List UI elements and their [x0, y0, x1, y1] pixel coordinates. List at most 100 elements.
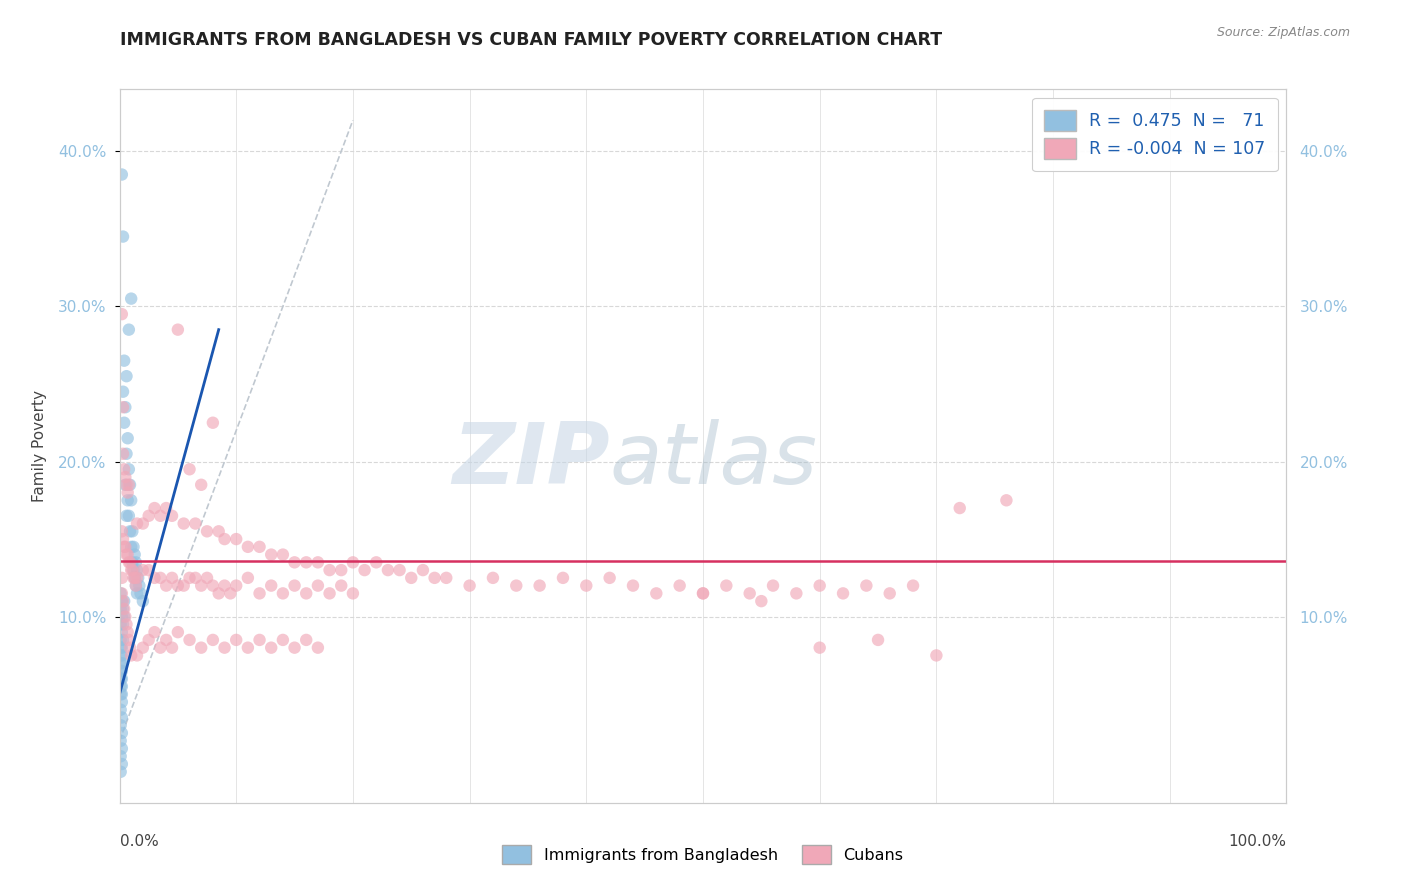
Point: [111, 640, 134, 655]
Point: [832, 586, 855, 600]
Point: [122, 563, 145, 577]
Point: [112, 462, 135, 476]
Point: [111, 229, 134, 244]
Point: [111, 757, 134, 772]
Point: [117, 485, 139, 500]
Point: [117, 625, 139, 640]
Point: [692, 586, 714, 600]
Point: [949, 501, 972, 516]
Point: [307, 579, 329, 593]
Point: [125, 579, 148, 593]
Point: [111, 648, 134, 663]
Point: [138, 508, 160, 523]
Point: [160, 508, 183, 523]
Point: [127, 571, 149, 585]
Point: [125, 555, 148, 569]
Point: [111, 710, 134, 724]
Point: [110, 764, 132, 779]
Point: [111, 656, 134, 670]
Point: [117, 548, 139, 562]
Text: Source: ZipAtlas.com: Source: ZipAtlas.com: [1216, 26, 1350, 38]
Point: [110, 617, 132, 632]
Point: [184, 516, 207, 531]
Legend: Immigrants from Bangladesh, Cubans: Immigrants from Bangladesh, Cubans: [496, 838, 910, 871]
Point: [412, 563, 434, 577]
Point: [111, 168, 134, 182]
Point: [111, 664, 134, 678]
Text: ZIP: ZIP: [451, 418, 610, 502]
Point: [173, 516, 195, 531]
Point: [110, 664, 132, 678]
Point: [114, 401, 136, 415]
Point: [120, 493, 142, 508]
Point: [110, 687, 132, 701]
Point: [482, 571, 505, 585]
Point: [179, 632, 201, 647]
Point: [111, 602, 134, 616]
Point: [111, 741, 134, 756]
Text: 100.0%: 100.0%: [1229, 834, 1286, 848]
Point: [271, 586, 294, 600]
Point: [128, 579, 150, 593]
Point: [901, 579, 924, 593]
Point: [166, 323, 188, 337]
Point: [111, 401, 134, 415]
Point: [160, 571, 183, 585]
Text: 0.0%: 0.0%: [120, 834, 159, 848]
Point: [111, 632, 134, 647]
Legend: R =  0.475  N =   71, R = -0.004  N = 107: R = 0.475 N = 71, R = -0.004 N = 107: [1032, 98, 1278, 171]
Y-axis label: Family Poverty: Family Poverty: [32, 390, 46, 502]
Point: [111, 609, 134, 624]
Point: [125, 648, 148, 663]
Point: [236, 540, 259, 554]
Point: [179, 462, 201, 476]
Point: [117, 431, 139, 445]
Point: [110, 718, 132, 732]
Point: [366, 555, 388, 569]
Point: [808, 579, 831, 593]
Point: [115, 447, 138, 461]
Point: [111, 594, 134, 608]
Point: [121, 555, 143, 569]
Point: [118, 555, 141, 569]
Point: [149, 508, 172, 523]
Point: [260, 640, 283, 655]
Point: [111, 695, 134, 709]
Point: [295, 555, 318, 569]
Point: [125, 563, 148, 577]
Point: [110, 648, 132, 663]
Point: [110, 602, 132, 616]
Point: [111, 672, 134, 686]
Point: [668, 579, 690, 593]
Point: [110, 640, 132, 655]
Point: [260, 548, 283, 562]
Point: [112, 594, 135, 608]
Point: [260, 579, 283, 593]
Point: [855, 579, 877, 593]
Point: [377, 563, 399, 577]
Point: [284, 579, 307, 593]
Point: [112, 540, 135, 554]
Point: [208, 524, 231, 539]
Point: [124, 548, 146, 562]
Point: [111, 532, 134, 546]
Point: [249, 632, 271, 647]
Point: [155, 579, 177, 593]
Point: [111, 625, 134, 640]
Point: [423, 571, 446, 585]
Point: [125, 516, 148, 531]
Point: [125, 579, 148, 593]
Point: [866, 632, 890, 647]
Point: [295, 586, 318, 600]
Point: [125, 571, 148, 585]
Point: [330, 563, 353, 577]
Point: [118, 477, 141, 491]
Point: [751, 594, 773, 608]
Point: [201, 579, 224, 593]
Point: [342, 586, 364, 600]
Point: [529, 579, 551, 593]
Point: [115, 508, 138, 523]
Point: [115, 617, 138, 632]
Point: [284, 640, 307, 655]
Point: [214, 640, 236, 655]
